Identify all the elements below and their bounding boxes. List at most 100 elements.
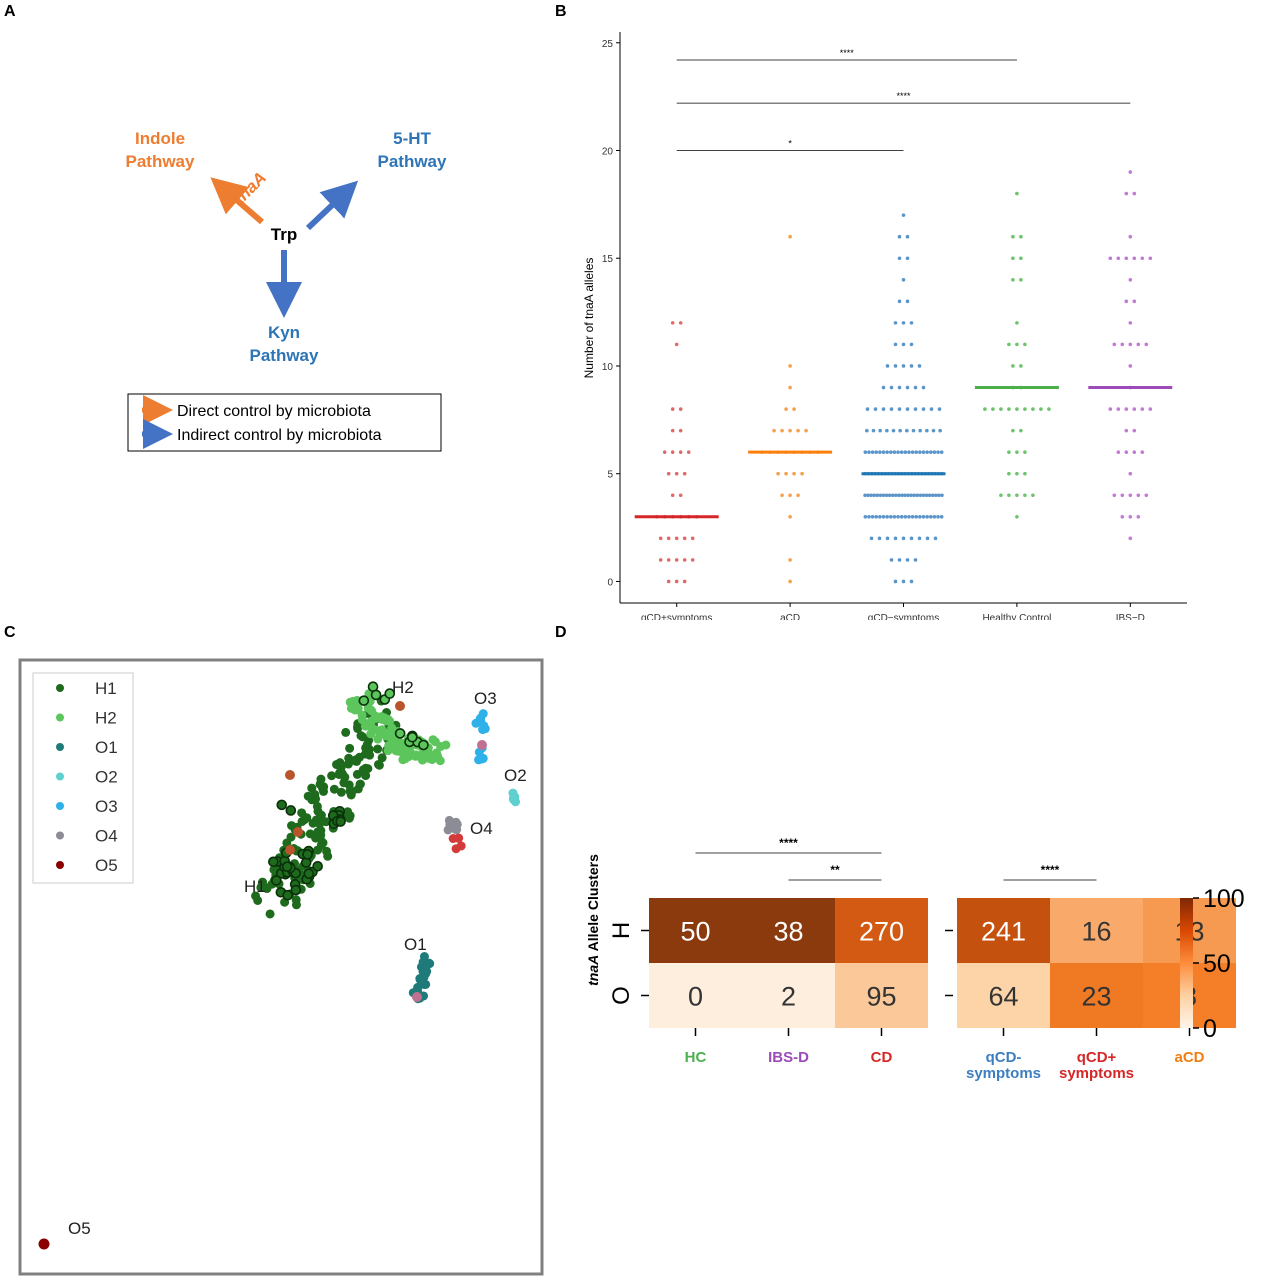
data-point bbox=[940, 493, 944, 498]
data-point bbox=[921, 450, 926, 454]
data-point bbox=[865, 407, 870, 411]
data-point bbox=[905, 407, 910, 411]
data-point bbox=[918, 428, 922, 433]
data-point bbox=[936, 450, 940, 454]
data-point bbox=[1140, 407, 1145, 411]
data-point bbox=[1128, 321, 1133, 325]
data-point bbox=[905, 558, 910, 562]
data-point bbox=[788, 364, 792, 368]
data-point bbox=[784, 407, 788, 411]
data-point bbox=[662, 450, 667, 454]
data-point bbox=[1007, 471, 1011, 476]
cluster-point bbox=[400, 754, 410, 764]
right-cell-value: 16 bbox=[1081, 917, 1111, 947]
data-point bbox=[666, 579, 671, 584]
cluster-point bbox=[335, 758, 345, 768]
data-point bbox=[780, 428, 784, 433]
data-point bbox=[1132, 407, 1137, 411]
data-point bbox=[1015, 450, 1019, 454]
left-cell-value: 2 bbox=[781, 982, 796, 1012]
data-point bbox=[678, 493, 683, 498]
data-point bbox=[999, 493, 1003, 498]
data-point bbox=[682, 579, 687, 584]
data-point bbox=[788, 515, 792, 519]
legend-label: H1 bbox=[95, 679, 117, 698]
cluster-point bbox=[281, 861, 293, 872]
legend-marker bbox=[56, 831, 64, 840]
data-point bbox=[914, 515, 919, 519]
data-point bbox=[918, 450, 922, 454]
data-point bbox=[1011, 256, 1015, 261]
category-label: symptoms bbox=[1059, 1065, 1134, 1082]
data-point bbox=[910, 450, 915, 454]
category-label: symptoms bbox=[966, 1065, 1041, 1082]
cluster-point bbox=[387, 723, 397, 733]
significance-label: * bbox=[788, 139, 792, 149]
cluster-point bbox=[347, 786, 357, 796]
data-point bbox=[1124, 450, 1129, 454]
data-point bbox=[898, 428, 902, 433]
legend-label: O3 bbox=[95, 797, 118, 816]
data-point bbox=[865, 428, 869, 433]
heatmap-y-label: tnaA Allele Clusters bbox=[585, 854, 601, 986]
data-point bbox=[889, 407, 894, 411]
data-point bbox=[1116, 256, 1121, 261]
data-point bbox=[870, 450, 875, 454]
pathway-diagram: Indole Pathway 5-HT Pathway Kyn Pathway … bbox=[126, 129, 447, 452]
data-point bbox=[1128, 342, 1133, 347]
significance-label: **** bbox=[779, 836, 798, 850]
data-point bbox=[670, 428, 675, 433]
data-point bbox=[925, 450, 929, 454]
cluster-point bbox=[377, 753, 387, 763]
data-point bbox=[670, 321, 675, 325]
data-point bbox=[915, 493, 920, 498]
cluster-point bbox=[346, 703, 356, 713]
data-point bbox=[897, 407, 902, 411]
data-point bbox=[909, 536, 914, 541]
legend-indirect-label: Indirect control by microbiota bbox=[177, 427, 382, 444]
data-point bbox=[1148, 407, 1153, 411]
cluster-point bbox=[290, 884, 302, 896]
data-point bbox=[938, 428, 942, 433]
data-point bbox=[1144, 493, 1149, 498]
data-point bbox=[910, 515, 915, 519]
data-point bbox=[932, 515, 937, 519]
data-point bbox=[939, 515, 944, 519]
pathway-legend: Direct control by microbiota Indirect co… bbox=[127, 393, 442, 452]
cluster-point bbox=[435, 756, 445, 766]
cluster-label: H2 bbox=[392, 678, 414, 697]
data-point bbox=[1031, 493, 1035, 498]
cluster-point bbox=[441, 740, 451, 750]
data-point bbox=[1136, 493, 1141, 498]
colorbar-tick-label: 100 bbox=[1203, 885, 1245, 913]
data-point bbox=[925, 536, 930, 541]
data-point bbox=[909, 364, 914, 368]
colorbar bbox=[1180, 898, 1193, 1028]
data-point bbox=[884, 493, 889, 498]
data-point bbox=[674, 558, 679, 562]
cluster-point bbox=[345, 743, 355, 753]
colorbar-tick-label: 0 bbox=[1203, 1015, 1217, 1043]
y-tick-label: 25 bbox=[602, 39, 614, 50]
data-point bbox=[1108, 407, 1113, 411]
data-point bbox=[928, 450, 933, 454]
cluster-point bbox=[38, 1238, 50, 1250]
data-point bbox=[892, 450, 897, 454]
cluster-point bbox=[258, 877, 268, 887]
cluster-point bbox=[351, 755, 361, 765]
cluster-point bbox=[452, 825, 462, 835]
data-point bbox=[1019, 428, 1023, 433]
data-point bbox=[873, 407, 878, 411]
data-point bbox=[888, 515, 893, 519]
data-point bbox=[905, 299, 910, 304]
cluster-point bbox=[412, 992, 422, 1002]
data-point bbox=[1144, 342, 1149, 347]
indole-label-line1: Indole bbox=[135, 129, 185, 148]
data-point bbox=[903, 493, 907, 498]
cluster-point bbox=[358, 732, 368, 742]
data-point bbox=[901, 579, 906, 584]
cluster-point bbox=[321, 817, 331, 827]
data-point bbox=[870, 515, 875, 519]
data-point bbox=[913, 407, 918, 411]
data-point bbox=[909, 579, 914, 584]
